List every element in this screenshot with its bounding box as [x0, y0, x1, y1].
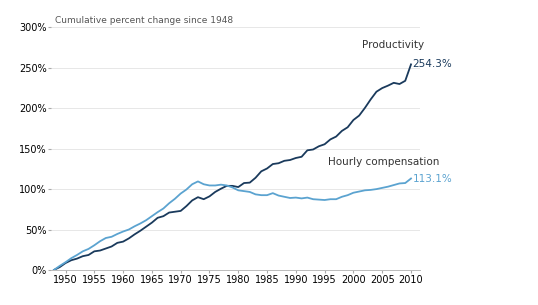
- Text: 254.3%: 254.3%: [413, 59, 452, 69]
- Text: Productivity: Productivity: [362, 40, 424, 50]
- Text: Hourly compensation: Hourly compensation: [328, 157, 439, 167]
- Text: Cumulative percent change since 1948: Cumulative percent change since 1948: [55, 16, 233, 25]
- Text: 113.1%: 113.1%: [413, 174, 452, 184]
